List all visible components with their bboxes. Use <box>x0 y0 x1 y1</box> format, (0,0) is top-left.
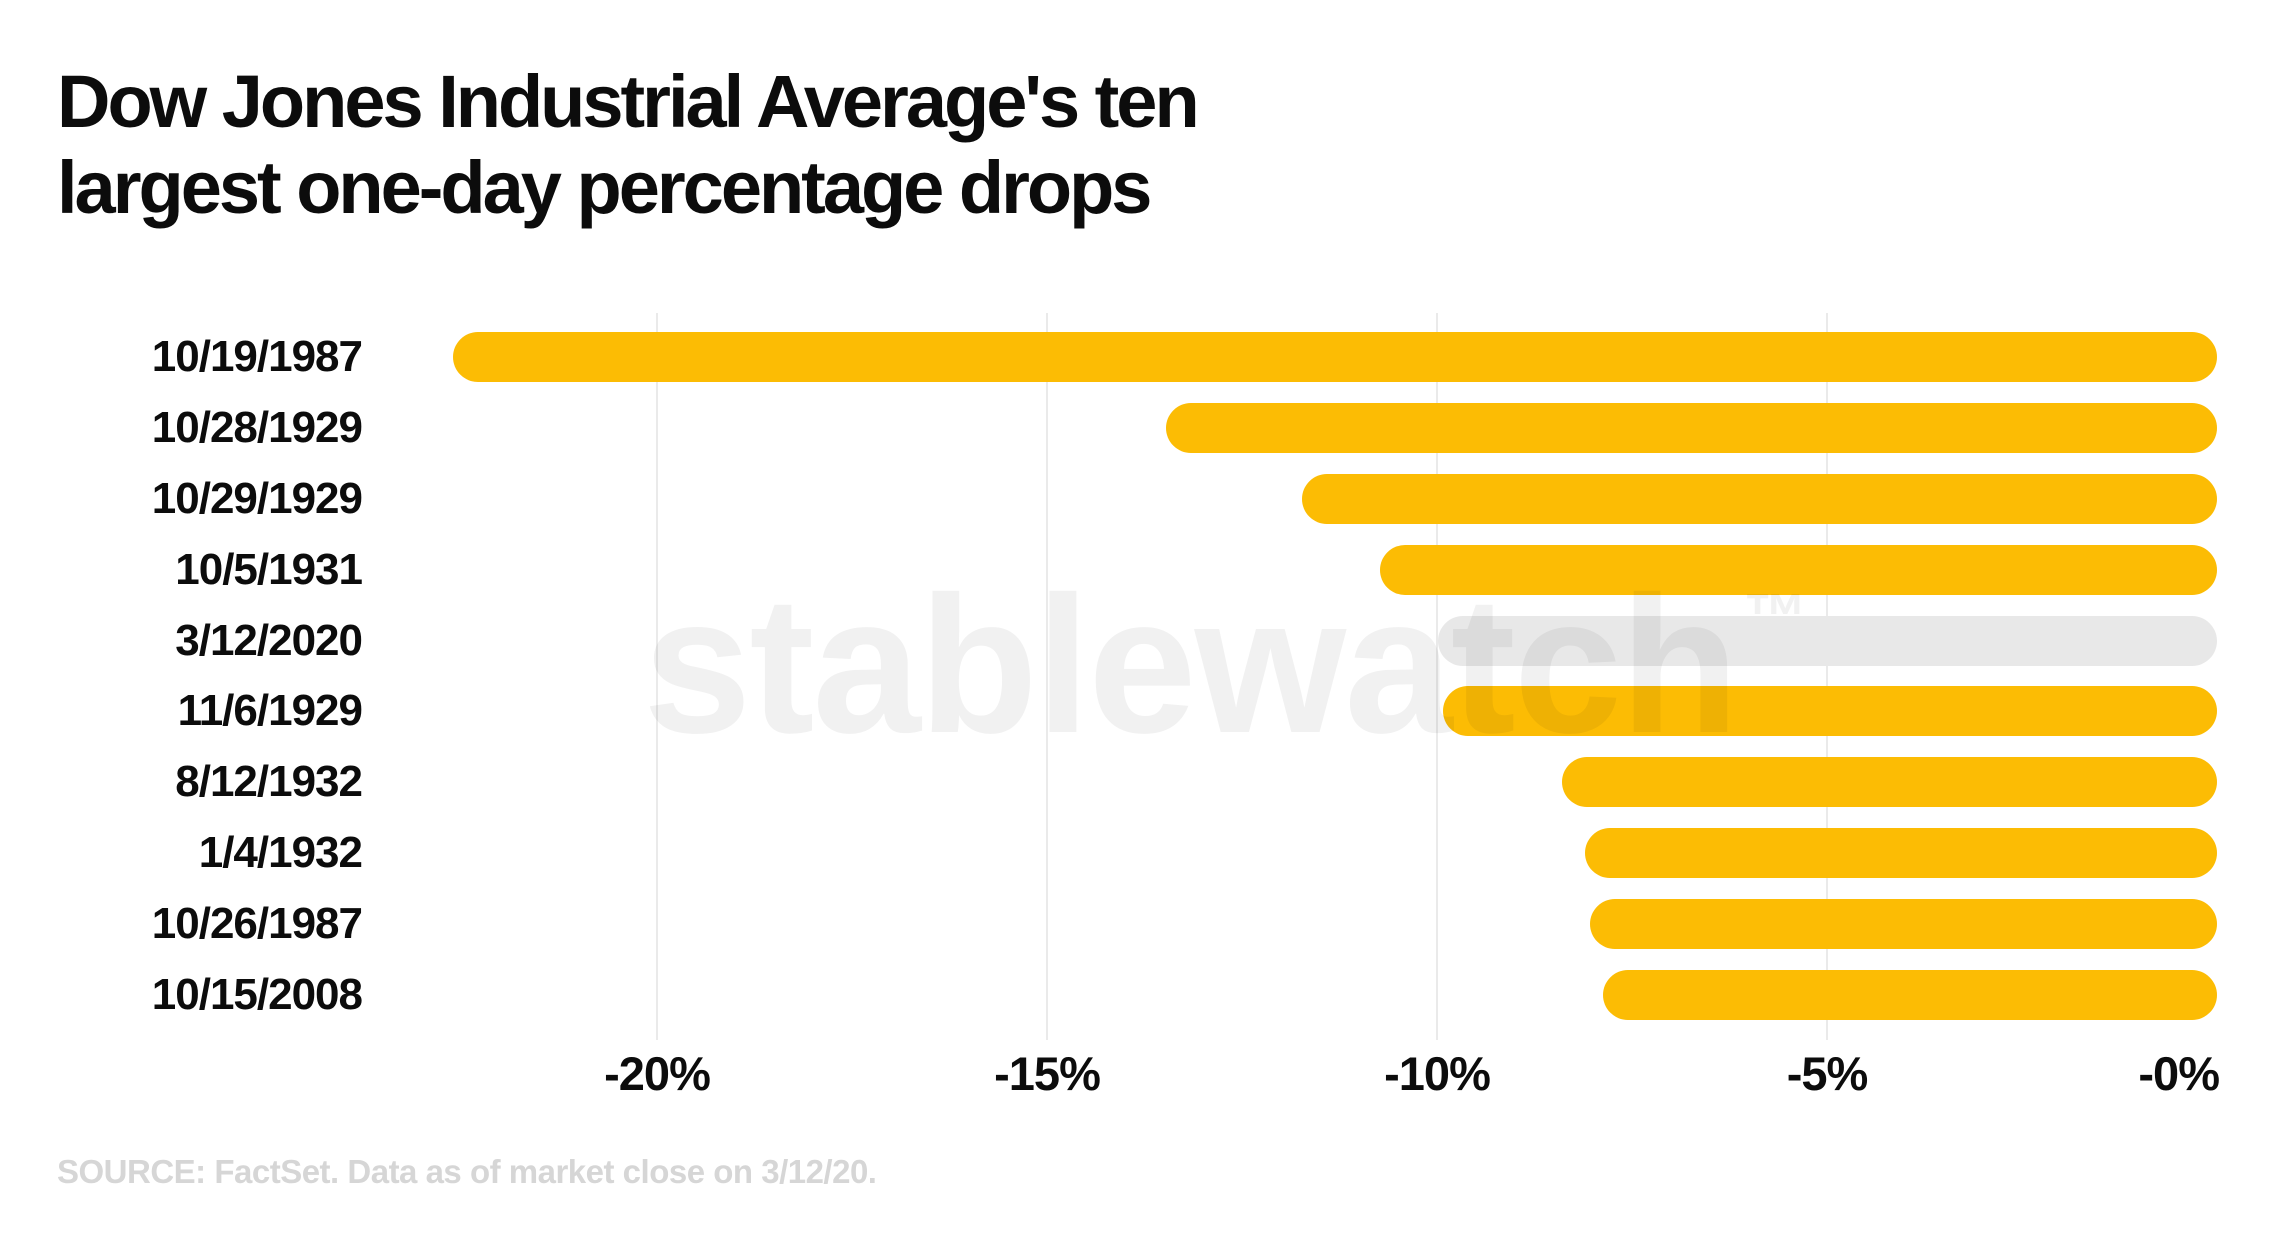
bar <box>1380 544 2217 595</box>
bar <box>1166 402 2217 453</box>
category-label: 11/6/1929 <box>177 686 363 736</box>
category-label: 3/12/2020 <box>175 615 363 665</box>
category-label: 8/12/1932 <box>175 757 363 807</box>
axis-tick-label: -0% <box>2138 1047 2220 1100</box>
category-label: 10/19/1987 <box>151 332 363 381</box>
axis-tick-label: -10% <box>1384 1047 1491 1100</box>
chart-title-line1: Dow Jones Industrial Average's ten <box>57 60 1200 143</box>
bar <box>1589 899 2217 950</box>
category-label: 10/29/1929 <box>151 473 363 523</box>
chart-title: Dow Jones Industrial Average's ten large… <box>57 59 1200 231</box>
chart-title-line2: largest one-day percentage drops <box>57 146 1152 229</box>
bar <box>1561 757 2217 808</box>
bar <box>1603 970 2217 1020</box>
axis-tick-label: -15% <box>994 1047 1101 1100</box>
gridline <box>656 313 658 1040</box>
bar <box>1443 686 2217 737</box>
axis-tick-label: -20% <box>604 1047 711 1100</box>
bar <box>1302 473 2217 524</box>
gridline <box>1436 313 1438 1040</box>
category-label: 1/4/1932 <box>198 828 363 878</box>
category-label: 10/5/1931 <box>175 544 363 594</box>
axis-tick-label: -5% <box>1786 1047 1869 1100</box>
bar-highlighted <box>1437 615 2217 666</box>
bar <box>1585 828 2217 879</box>
source-note: SOURCE: FactSet. Data as of market close… <box>57 1153 877 1190</box>
gridline <box>1046 313 1048 1040</box>
gridline <box>1826 313 1828 1040</box>
category-label: 10/28/1929 <box>151 402 363 452</box>
category-label: 10/15/2008 <box>151 970 363 1019</box>
bar <box>453 332 2217 382</box>
category-label: 10/26/1987 <box>151 899 363 949</box>
